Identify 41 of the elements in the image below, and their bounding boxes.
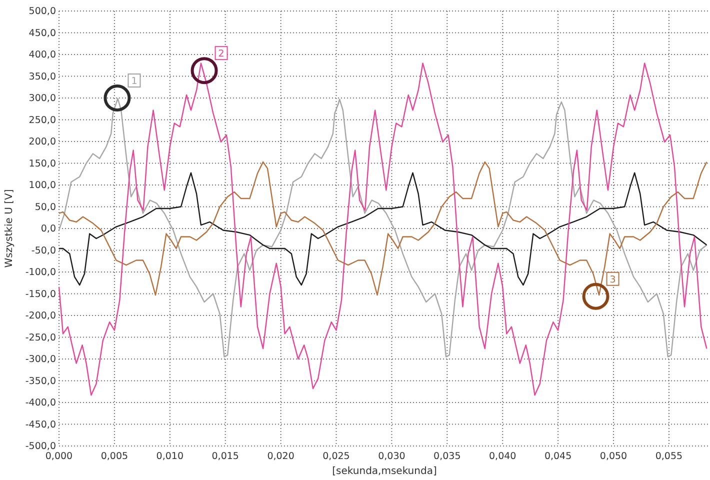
line-series (58, 161, 708, 296)
x-tick-label: 0,035 (434, 451, 461, 462)
y-tick-label: -300,0 (25, 354, 56, 365)
annotation: 2 (218, 48, 224, 60)
y-tick-label: -250,0 (25, 332, 56, 344)
annotation: 1 (131, 76, 138, 87)
y-tick-label: -350,0 (25, 376, 56, 387)
y-tick-label: 100,0 (28, 180, 56, 191)
y-tick-label: 50,0 (34, 202, 56, 213)
y-tick-label: 150,0 (28, 158, 56, 170)
y-axis-title: Wszystkie U [V] (4, 189, 15, 268)
y-tick-label: 200,0 (28, 136, 56, 148)
x-tick-label: 0,020 (267, 451, 294, 462)
y-tick-label: -200,0 (25, 310, 56, 322)
y-tick-label: -150,0 (25, 288, 56, 300)
y-tick-label: 450,0 (28, 28, 56, 39)
y-tick-label: -450,0 (25, 419, 56, 430)
x-tick-label: 0,030 (378, 451, 406, 462)
y-tick-label: 300,0 (28, 93, 56, 104)
line-series (58, 62, 708, 396)
y-tick-label: -500,0 (25, 441, 56, 452)
x-tick-label: 0,010 (156, 451, 184, 462)
y-tick-label: 350,0 (28, 71, 56, 82)
y-tick-label: -50,0 (31, 245, 56, 256)
y-tick-label: 500,0 (28, 6, 56, 17)
x-tick-label: 0,025 (322, 451, 350, 462)
x-tick-label: 0,040 (489, 451, 516, 462)
y-tick-label: -100,0 (25, 267, 56, 278)
y-tick-label: -400,0 (25, 398, 56, 408)
x-axis-title: [sekunda,msekunda] (332, 466, 437, 477)
annotation: 3 (610, 274, 616, 286)
line-series (58, 172, 708, 286)
x-tick-label: 0,045 (544, 451, 572, 462)
x-tick-label: 0,015 (212, 451, 239, 462)
x-tick-label: 0,050 (600, 451, 628, 462)
y-tick-label: 0,0 (40, 224, 56, 234)
x-tick-label: 0,055 (655, 451, 683, 462)
y-tick-label: 250,0 (28, 114, 56, 126)
x-tick-label: 0,000 (45, 451, 73, 462)
x-tick-label: 0,005 (100, 451, 128, 462)
y-tick-label: 400,0 (28, 50, 56, 60)
